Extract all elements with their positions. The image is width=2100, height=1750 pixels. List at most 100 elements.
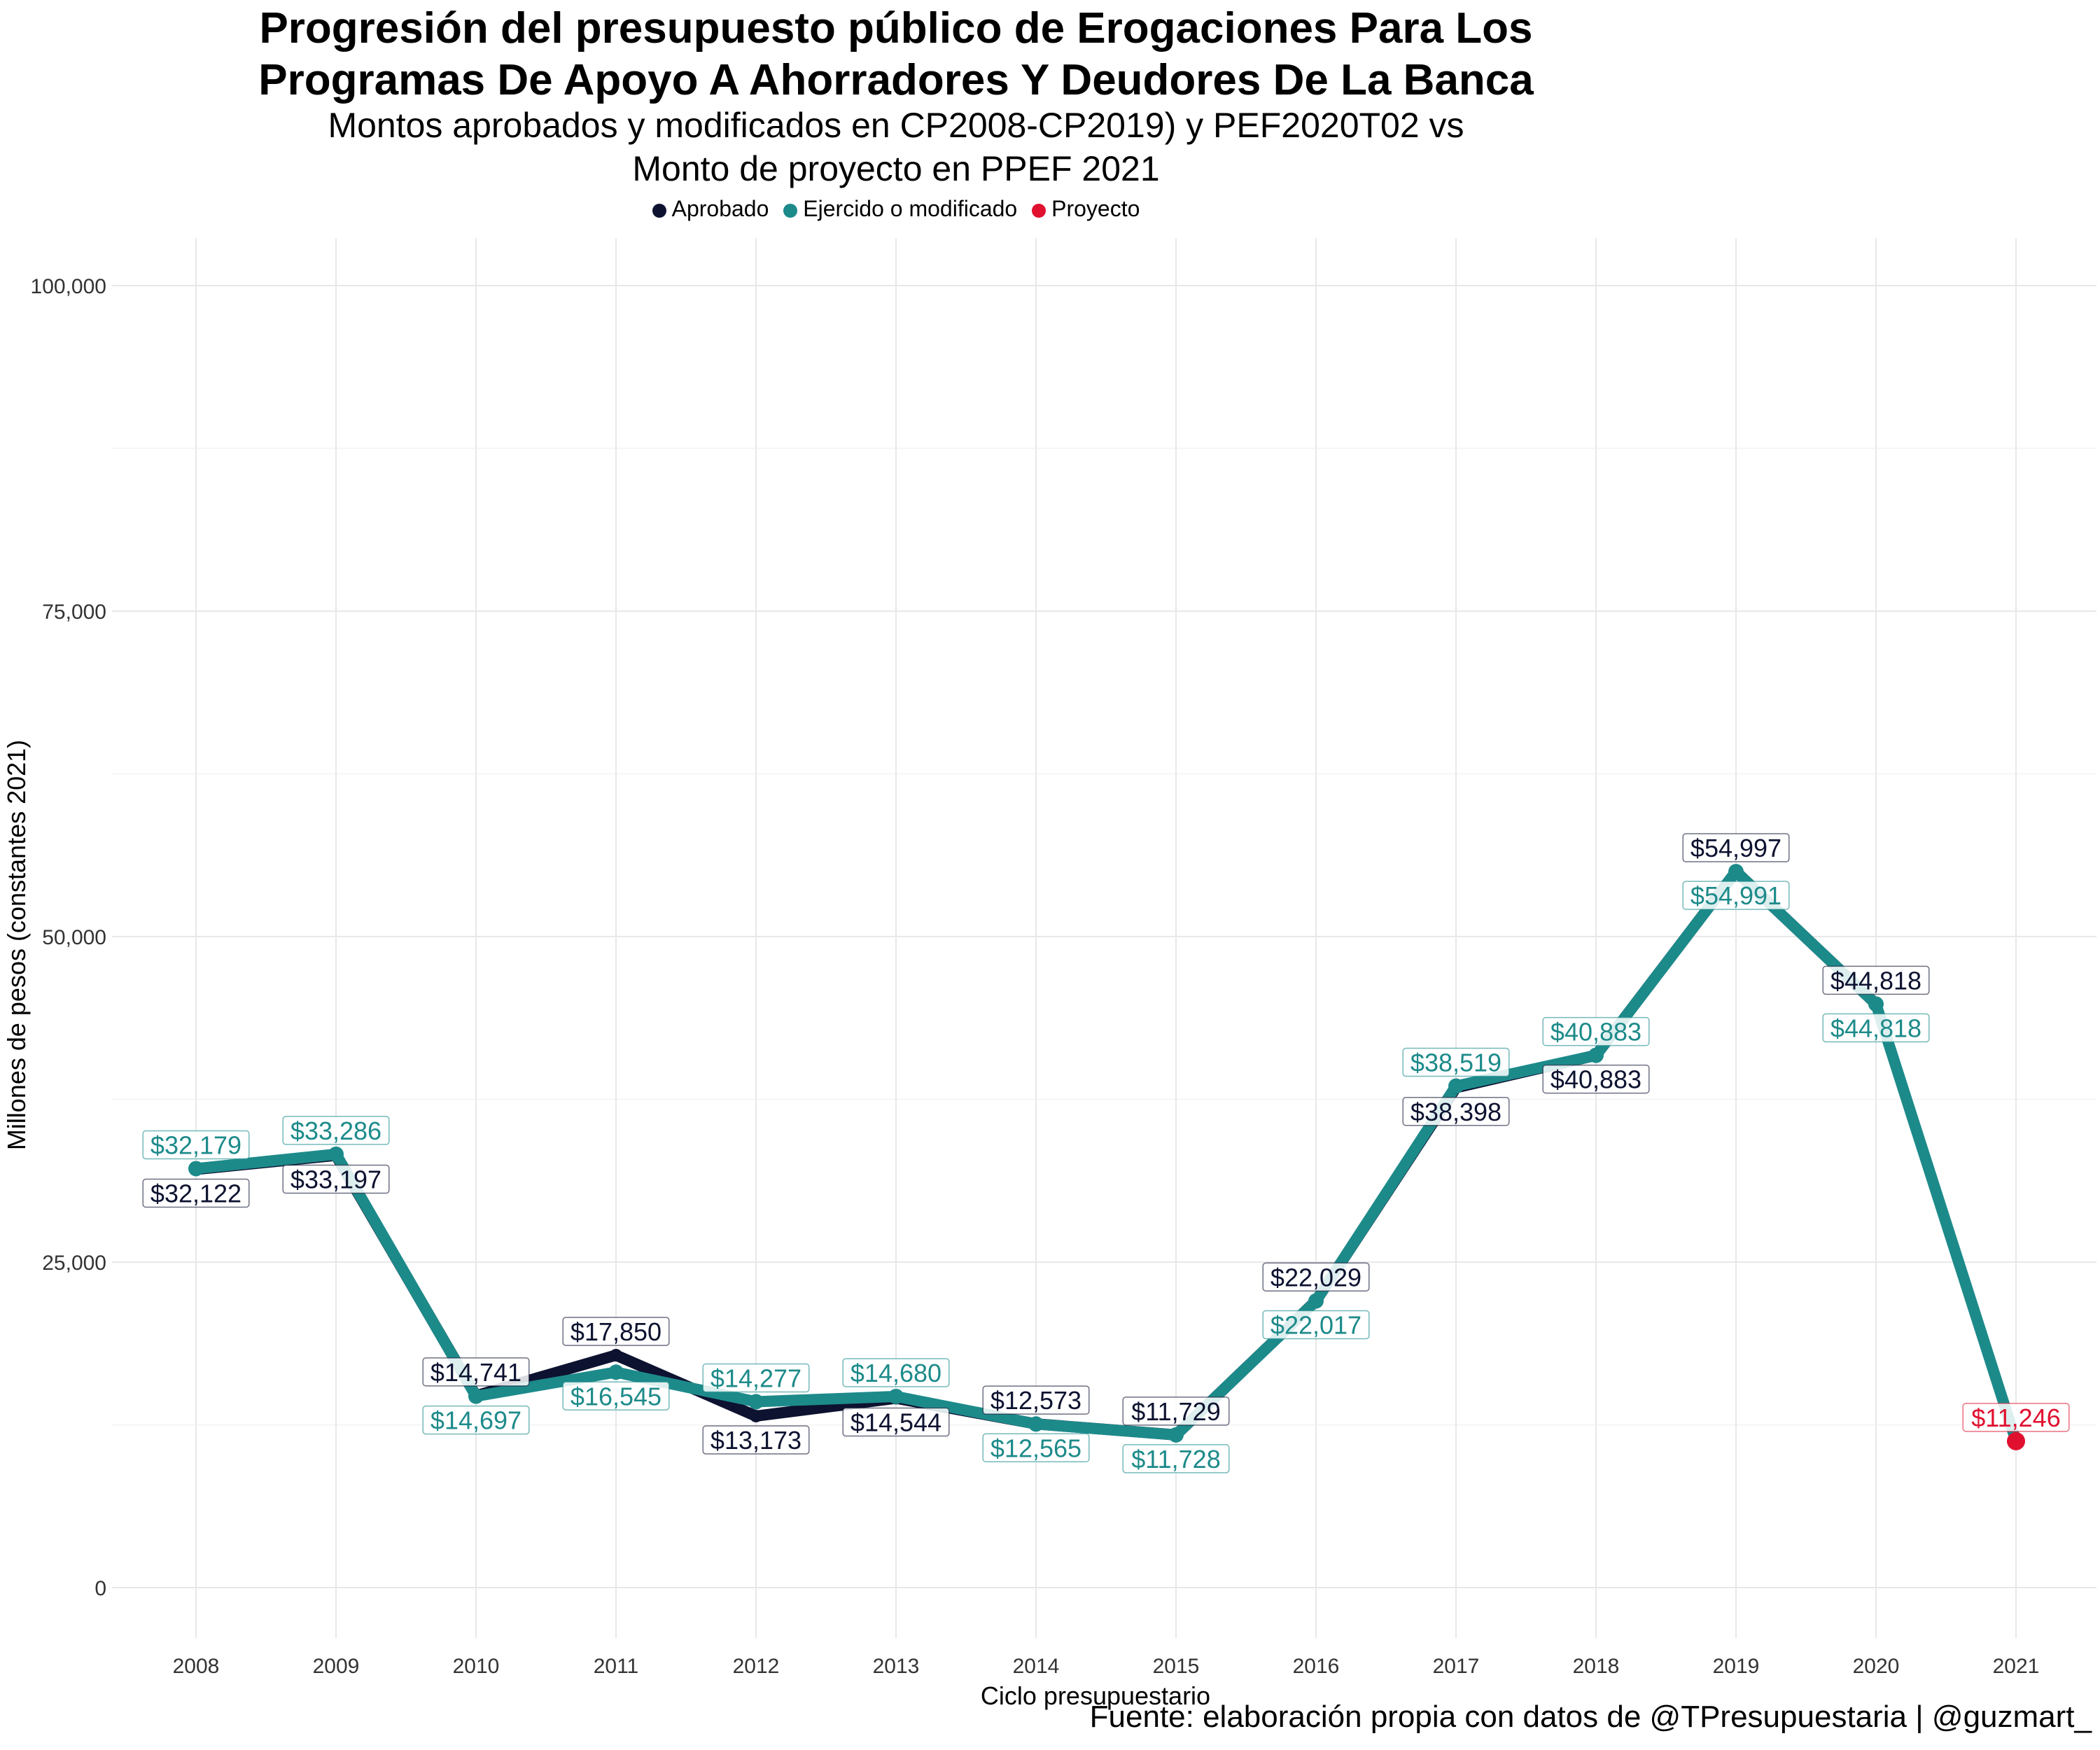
x-tick-label: 2017 <box>1433 1655 1480 1678</box>
point-ejercido <box>1168 1427 1184 1443</box>
y-axis: 0 25,000 50,000 75,000 100,000 <box>31 275 106 1600</box>
data-label-aprobado: $54,997 <box>1690 834 1782 862</box>
series-lines <box>190 866 2022 1447</box>
data-labels: $32,122 $33,197 $14,741 $17,850 $13,173 $14,5… <box>142 833 2070 1474</box>
point-aprobado <box>610 1348 622 1362</box>
data-label-ejercido-box <box>282 1116 390 1145</box>
source-caption: Fuente: elaboración propia con datos de … <box>1089 1700 2092 1734</box>
title-line-1: Progresión del presupuesto público de Er… <box>259 4 1533 52</box>
y-tick-label: 75,000 <box>42 601 106 624</box>
y-tick-label: 25,000 <box>42 1252 106 1275</box>
data-label-aprobado-box <box>142 1178 250 1208</box>
point-ejercido <box>188 1161 204 1177</box>
subtitle-line-1: Montos aprobados y modificados en CP2008… <box>328 106 1464 145</box>
data-label-ejercido-box <box>1822 1013 1930 1043</box>
data-label-aprobado-box <box>702 1425 810 1455</box>
data-label-aprobado-box <box>562 1317 670 1346</box>
data-label-ejercido: $44,818 <box>1830 1014 1921 1042</box>
x-tick-label: 2008 <box>173 1655 220 1678</box>
data-label-ejercido-box <box>422 1405 530 1435</box>
data-label-ejercido: $38,519 <box>1410 1049 1502 1077</box>
point-aprobado <box>750 1409 762 1422</box>
point-ejercido <box>1308 1293 1324 1309</box>
subtitle-line-2: Monto de proyecto en PPEF 2021 <box>632 149 1160 188</box>
data-label-ejercido-box <box>982 1433 1090 1463</box>
legend-swatch-aprobado <box>652 204 666 218</box>
data-label-aprobado-box <box>1542 1064 1650 1094</box>
x-axis: 2008 2009 2010 2011 2012 2013 2014 2015 2016 2017… <box>173 1655 2040 1678</box>
point-ejercido <box>608 1364 624 1380</box>
y-tick-label: 50,000 <box>42 926 106 949</box>
data-label-aprobado-box <box>982 1385 1090 1415</box>
x-tick-label: 2013 <box>873 1655 920 1678</box>
x-tick-label: 2011 <box>594 1655 639 1678</box>
data-label-aprobado: $44,818 <box>1830 966 1921 995</box>
data-label-ejercido: $32,179 <box>150 1130 241 1159</box>
legend: Aprobado Ejercido o modificado Proyecto <box>0 195 1792 223</box>
data-label-ejercido: $12,565 <box>990 1434 1082 1462</box>
data-label-ejercido: $14,277 <box>710 1364 802 1392</box>
data-label-aprobado: $32,122 <box>150 1180 241 1208</box>
chart-title: Progresión del presupuesto público de Er… <box>0 3 1792 106</box>
point-ejercido <box>1588 1047 1604 1063</box>
legend-swatch-proyecto <box>1032 204 1046 218</box>
data-label-proyecto-box <box>1962 1403 2070 1432</box>
legend-label-ejercido: Ejercido o modificado <box>803 196 1018 221</box>
data-label-ejercido-box <box>142 1130 250 1160</box>
series-points <box>188 864 2025 1450</box>
point-ejercido <box>328 1146 344 1162</box>
data-label-ejercido: $40,883 <box>1550 1018 1642 1046</box>
point-ejercido <box>468 1388 484 1404</box>
data-label-aprobado-box <box>282 1164 390 1194</box>
y-tick-label: 0 <box>94 1577 106 1600</box>
data-label-aprobado: $11,729 <box>1131 1397 1220 1426</box>
x-tick-label: 2018 <box>1573 1655 1620 1678</box>
data-label-aprobado-box <box>1262 1262 1370 1292</box>
data-label-ejercido-box <box>702 1363 810 1393</box>
x-tick-label: 2021 <box>1993 1655 2040 1678</box>
data-label-ejercido-box <box>1402 1047 1510 1077</box>
data-label-aprobado: $13,173 <box>710 1426 802 1455</box>
legend-item-proyecto: Proyecto <box>1032 195 1140 223</box>
y-tick-label: 100,000 <box>31 275 106 298</box>
data-label-aprobado: $12,573 <box>990 1386 1082 1415</box>
legend-label-proyecto: Proyecto <box>1051 196 1140 221</box>
data-label-ejercido: $54,991 <box>1690 881 1782 910</box>
data-label-aprobado: $14,741 <box>430 1358 522 1387</box>
data-label-aprobado-box <box>1402 1097 1510 1126</box>
data-label-ejercido: $14,697 <box>430 1406 522 1435</box>
data-label-ejercido-box <box>1542 1016 1650 1046</box>
data-label-ejercido-box <box>1122 1444 1230 1474</box>
point-proyecto <box>2007 1432 2025 1450</box>
x-tick-label: 2020 <box>1853 1655 1900 1678</box>
x-tick-label: 2014 <box>1013 1655 1060 1678</box>
legend-label-aprobado: Aprobado <box>671 196 769 221</box>
data-label-aprobado-box <box>1822 965 1930 995</box>
data-label-aprobado-box <box>422 1357 530 1387</box>
point-ejercido <box>888 1388 904 1404</box>
data-label-aprobado: $22,029 <box>1270 1263 1362 1292</box>
data-label-ejercido: $14,680 <box>850 1359 941 1387</box>
data-label-aprobado-box <box>1682 833 1790 862</box>
y-axis-title: Millones de pesos (constantes 2021) <box>2 740 31 1150</box>
data-label-aprobado: $17,850 <box>570 1317 662 1346</box>
data-label-ejercido-box <box>562 1381 670 1411</box>
data-label-aprobado: $33,197 <box>290 1166 382 1194</box>
data-label-aprobado-box <box>842 1407 950 1437</box>
data-label-ejercido-box <box>1682 881 1790 910</box>
x-tick-label: 2015 <box>1153 1655 1200 1678</box>
line-bridge <box>1870 998 2022 1447</box>
data-label-ejercido-box <box>1262 1310 1370 1340</box>
point-ejercido <box>1448 1078 1464 1094</box>
x-tick-label: 2012 <box>733 1655 780 1678</box>
x-tick-label: 2010 <box>453 1655 500 1678</box>
data-label-aprobado: $40,883 <box>1550 1065 1642 1094</box>
x-tick-label: 2019 <box>1713 1655 1760 1678</box>
data-label-ejercido-box <box>842 1358 950 1387</box>
legend-item-aprobado: Aprobado <box>652 195 769 223</box>
data-label-aprobado: $38,398 <box>1410 1098 1502 1126</box>
data-label-ejercido: $16,545 <box>570 1382 662 1410</box>
title-line-2: Programas De Apoyo A Ahorradores Y Deudo… <box>258 56 1534 104</box>
point-ejercido <box>1728 864 1744 880</box>
